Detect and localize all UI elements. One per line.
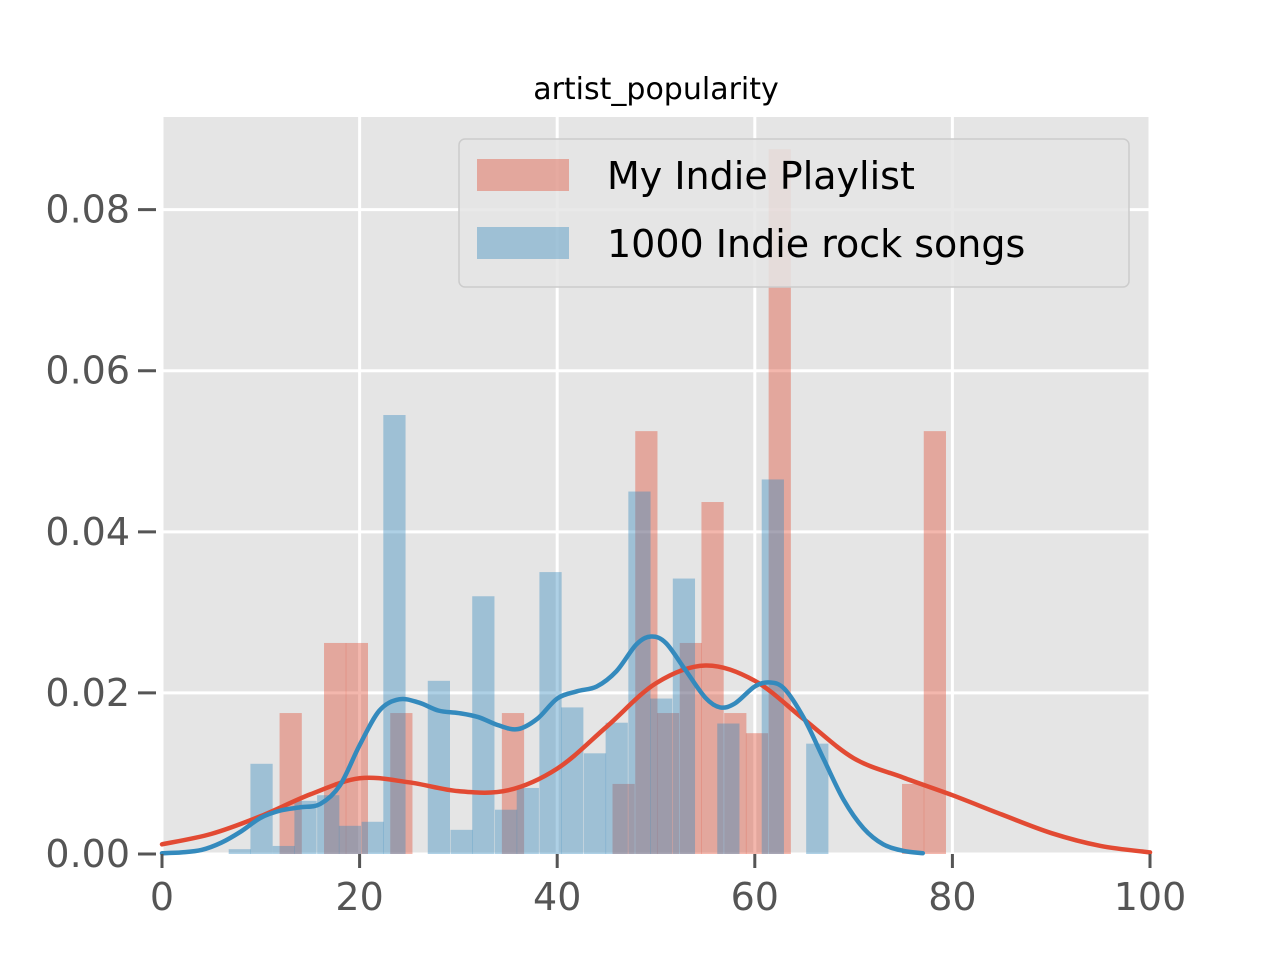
histogram-bar bbox=[761, 479, 784, 854]
histogram-bar bbox=[635, 431, 658, 854]
x-tick-label: 80 bbox=[928, 875, 976, 919]
histogram-bar bbox=[724, 713, 747, 854]
chart-title: artist_popularity bbox=[533, 72, 779, 107]
legend-label: 1000 Indie rock songs bbox=[607, 222, 1025, 266]
histogram-bar bbox=[516, 787, 539, 854]
histogram-bar bbox=[472, 596, 495, 854]
histogram-bar bbox=[656, 713, 680, 854]
legend-swatch bbox=[477, 227, 569, 259]
x-tick-label: 40 bbox=[533, 875, 581, 919]
y-tick-label: 0.08 bbox=[45, 188, 130, 232]
histogram-bar bbox=[228, 849, 251, 854]
bar-series-2 bbox=[228, 415, 829, 854]
histogram-bar bbox=[383, 415, 406, 854]
density-curves bbox=[159, 634, 1153, 856]
histogram-bar bbox=[450, 829, 473, 854]
histogram-bar bbox=[317, 795, 340, 854]
histogram-bar bbox=[717, 723, 740, 854]
kde-line-series-2 bbox=[159, 634, 926, 856]
x-tick-label: 60 bbox=[731, 875, 779, 919]
y-tick-label: 0.02 bbox=[45, 671, 130, 715]
x-tick-label: 100 bbox=[1114, 875, 1187, 919]
histogram-bar bbox=[701, 502, 724, 854]
x-tick-label: 0 bbox=[150, 875, 174, 919]
histogram-bar bbox=[250, 763, 273, 854]
histogram-bar bbox=[672, 578, 696, 854]
histogram-bar bbox=[612, 783, 635, 854]
histogram-bar bbox=[272, 845, 295, 854]
histogram-bar bbox=[806, 743, 829, 854]
histogram-bar bbox=[279, 713, 302, 854]
y-tick-label: 0.06 bbox=[45, 349, 130, 393]
histogram-bar bbox=[923, 431, 946, 854]
histogram-bar bbox=[494, 809, 518, 854]
histogram-bar bbox=[768, 149, 791, 855]
histogram-bar bbox=[902, 783, 925, 854]
histogram-bar bbox=[650, 698, 673, 854]
legend-label: My Indie Playlist bbox=[607, 154, 915, 198]
histogram-bar bbox=[361, 821, 384, 854]
histogram-bar bbox=[745, 733, 769, 854]
legend-box bbox=[458, 138, 1130, 288]
legend: My Indie Playlist 1000 Indie rock songs bbox=[458, 138, 1130, 288]
histogram-bar bbox=[679, 642, 702, 854]
histogram-bar bbox=[501, 713, 525, 854]
axes: 0 20 40 60 80 100 0.00 0.02 0.04 0.06 0.08 bbox=[45, 188, 1186, 919]
y-tick-label: 0.00 bbox=[45, 832, 130, 876]
histogram-bar bbox=[561, 707, 584, 854]
histogram-bar bbox=[605, 722, 628, 854]
kde-line-series-1 bbox=[159, 663, 1153, 855]
histogram-bar bbox=[294, 800, 317, 854]
legend-swatch bbox=[477, 159, 569, 191]
histogram-bar bbox=[324, 642, 347, 854]
histogram-bar bbox=[539, 572, 562, 854]
histogram-bar bbox=[628, 491, 651, 854]
histogram-bar bbox=[427, 680, 451, 854]
histogram-bar bbox=[390, 713, 413, 854]
histogram-bar bbox=[338, 825, 362, 854]
y-tick-label: 0.04 bbox=[45, 510, 130, 554]
histogram-bar bbox=[583, 753, 607, 854]
x-tick-label: 20 bbox=[335, 875, 383, 919]
